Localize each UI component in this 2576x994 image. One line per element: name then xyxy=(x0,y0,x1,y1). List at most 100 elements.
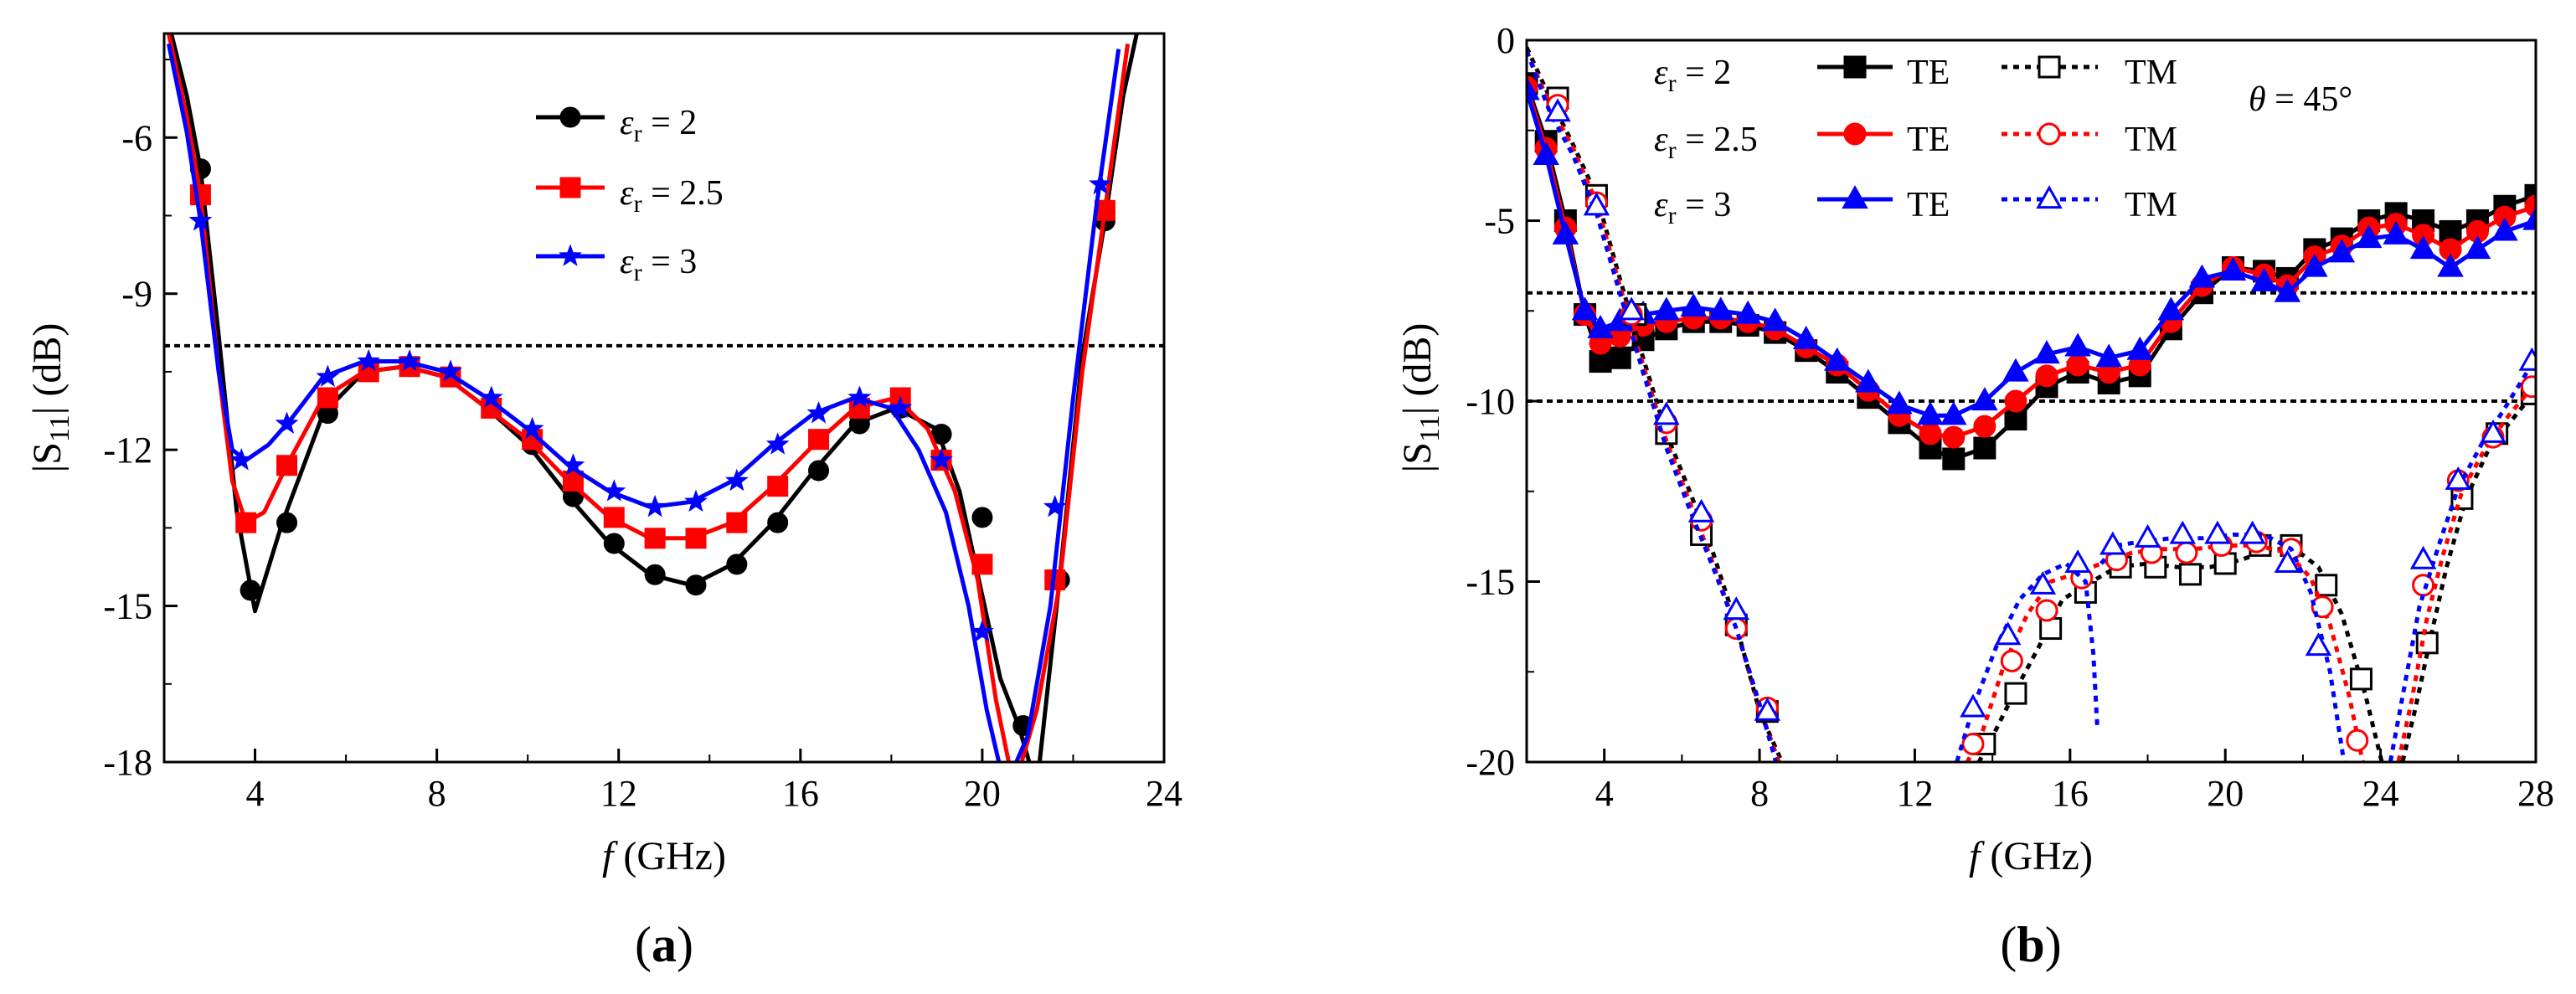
data-point xyxy=(2346,729,2369,752)
data-point xyxy=(2179,563,2202,586)
data-point xyxy=(1707,296,1734,321)
legend-eps-b-2: εr = 3 xyxy=(1654,186,1731,229)
data-point xyxy=(808,429,830,451)
data-point xyxy=(765,432,790,455)
data-point xyxy=(2480,419,2506,443)
data-point xyxy=(188,209,213,231)
legend-a: εr = 2 εr = 2.5 εr = 3 xyxy=(620,104,724,286)
data-point xyxy=(1940,401,1967,425)
data-point xyxy=(2328,239,2356,263)
x-tick-label: 8 xyxy=(428,773,446,814)
x-tick-label: 24 xyxy=(1146,773,1182,814)
data-point xyxy=(2522,206,2536,230)
data-point xyxy=(848,385,872,408)
data-point xyxy=(1653,296,1680,321)
data-point xyxy=(2004,682,2027,705)
data-point xyxy=(1942,447,1965,471)
legend-b: εr = 2 εr = 2.5 εr = 3 TE TE TE TM TM TM… xyxy=(1654,54,2352,229)
data-point xyxy=(1583,192,1610,216)
x-tick-label: 16 xyxy=(2052,773,2089,814)
x-tick-label: 20 xyxy=(964,773,1001,814)
data-point xyxy=(806,400,831,424)
series-line xyxy=(1527,49,2536,762)
data-point xyxy=(316,364,340,387)
data-point xyxy=(2219,256,2247,281)
data-point xyxy=(1618,296,1645,321)
data-point xyxy=(1761,307,1789,332)
x-tick-label: 28 xyxy=(2517,773,2554,814)
data-point xyxy=(2126,336,2154,360)
data-point xyxy=(1571,296,1599,321)
legend-marker xyxy=(559,177,581,198)
data-point xyxy=(2213,552,2237,575)
data-point xyxy=(1973,415,1996,438)
legend-marker xyxy=(559,244,582,266)
data-point xyxy=(562,470,584,492)
y-tick-label: -12 xyxy=(103,430,152,471)
data-point xyxy=(767,476,789,497)
data-point xyxy=(1544,98,1571,122)
y-axis-label-a: |S11| (dB) xyxy=(25,323,75,473)
legend-eps-b-1: εr = 2.5 xyxy=(1654,121,1758,164)
data-point xyxy=(724,468,749,492)
data-point xyxy=(2095,343,2122,368)
legend-marker xyxy=(559,106,581,128)
y-axis-label-b: |S11| (dB) xyxy=(1395,323,1445,473)
data-point xyxy=(2000,649,2023,672)
data-point xyxy=(2169,520,2197,544)
data-point xyxy=(2175,541,2198,564)
data-point xyxy=(603,507,625,528)
data-point xyxy=(2029,570,2057,595)
x-tick-label: 4 xyxy=(246,773,265,814)
data-point xyxy=(1043,494,1067,518)
data-point xyxy=(1533,142,1559,166)
y-tick-label: -9 xyxy=(121,274,152,315)
data-point xyxy=(1527,76,1540,100)
data-point xyxy=(2188,264,2216,288)
data-point xyxy=(1971,387,1998,411)
data-point xyxy=(602,479,626,502)
legend-marker-tm xyxy=(2036,185,2063,209)
data-point xyxy=(2099,531,2126,555)
data-point xyxy=(2415,631,2439,655)
data-point xyxy=(2355,224,2383,249)
data-point xyxy=(767,512,789,533)
plot-area xyxy=(1527,46,2536,762)
data-point xyxy=(1973,436,1996,460)
data-point xyxy=(2064,332,2091,357)
data-point xyxy=(1687,498,1715,523)
data-point xyxy=(930,447,953,471)
data-point xyxy=(2437,253,2464,277)
data-point xyxy=(726,554,748,575)
data-point xyxy=(2301,253,2328,277)
data-point xyxy=(398,348,421,372)
data-point xyxy=(1608,346,1631,369)
x-axis-label-a: f (GHz) xyxy=(602,834,726,878)
data-point xyxy=(1855,368,1882,393)
plot-frame xyxy=(162,32,1166,764)
data-point xyxy=(643,494,667,518)
data-point xyxy=(1792,325,1820,349)
data-point xyxy=(235,512,257,533)
data-point xyxy=(808,460,830,482)
legend-label-a-1: εr = 2.5 xyxy=(620,174,724,218)
y-tick-label: -20 xyxy=(1466,742,1515,783)
data-point xyxy=(2064,549,2091,574)
data-point xyxy=(644,528,666,549)
data-point xyxy=(685,528,707,549)
data-point xyxy=(2409,545,2437,569)
data-point xyxy=(2239,520,2266,544)
legend-marker-te xyxy=(1843,55,1867,79)
data-point xyxy=(684,489,708,512)
legend-marker-te xyxy=(1842,185,1868,209)
data-point xyxy=(1942,425,1965,449)
data-point xyxy=(2520,375,2536,399)
data-point xyxy=(561,453,585,476)
plot-area xyxy=(166,33,1139,762)
data-point xyxy=(603,533,625,554)
data-point xyxy=(2157,296,2185,321)
x-tick-label: 12 xyxy=(1896,773,1933,814)
data-point xyxy=(1824,347,1851,371)
data-point xyxy=(1552,220,1579,245)
